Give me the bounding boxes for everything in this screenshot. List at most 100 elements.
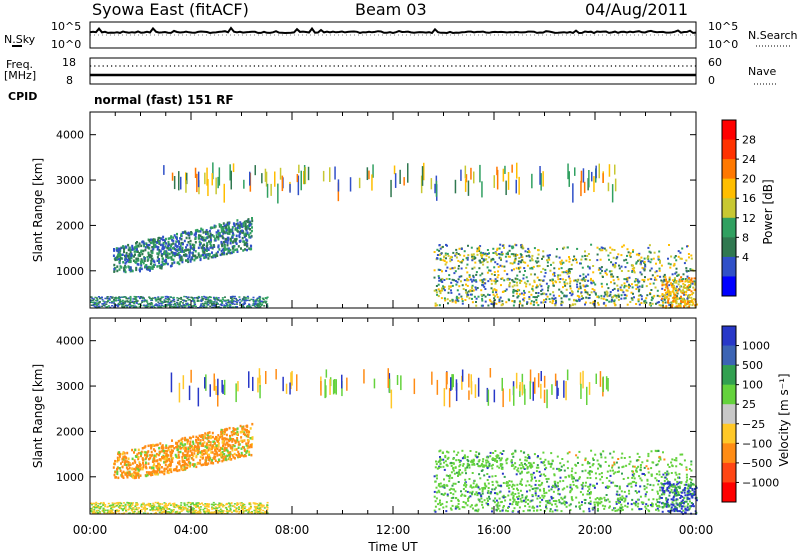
echo-cell — [656, 274, 659, 277]
echo-cell — [676, 274, 679, 277]
echo-cell — [114, 459, 117, 463]
echo-cell — [181, 246, 184, 250]
echo-cell — [557, 387, 559, 396]
echo-cell — [148, 296, 151, 298]
echo-cell — [644, 268, 646, 271]
echo-cell — [229, 239, 232, 242]
echo-cell — [658, 269, 661, 272]
echo-cell — [210, 436, 212, 440]
echo-cell — [289, 183, 291, 193]
echo-cell — [586, 255, 589, 257]
echo-cell — [624, 266, 627, 269]
echo-cell — [675, 281, 678, 284]
echo-cell — [238, 225, 241, 229]
echo-cell — [126, 468, 129, 471]
echo-cell — [230, 297, 232, 299]
echo-cell — [129, 260, 132, 264]
echo-cell — [118, 303, 121, 306]
echo-cell — [176, 302, 179, 304]
echo-cell — [498, 299, 501, 302]
echo-cell — [109, 511, 112, 513]
echo-cell — [246, 248, 248, 252]
echo-cell — [679, 251, 682, 254]
echo-cell — [559, 278, 562, 280]
echo-cell — [691, 301, 694, 304]
echo-cell — [237, 450, 240, 454]
echo-cell — [131, 511, 134, 513]
echo-cell — [242, 504, 245, 506]
echo-cell — [248, 508, 251, 511]
echo-cell — [493, 299, 496, 302]
echo-cell — [454, 254, 457, 257]
echo-cell — [187, 457, 190, 461]
echo-cell — [501, 265, 504, 268]
echo-cell — [535, 301, 538, 304]
echo-cell — [641, 284, 644, 287]
echo-cell — [221, 252, 224, 256]
echo-cell — [214, 503, 217, 505]
echo-cell — [236, 219, 239, 222]
echo-cell — [443, 478, 445, 481]
echo-cell — [220, 504, 223, 506]
echo-cell — [243, 428, 246, 431]
echo-cell — [682, 286, 685, 289]
echo-cell — [144, 463, 147, 466]
echo-cell — [675, 259, 678, 262]
echo-cell — [97, 509, 100, 512]
echo-cell — [521, 382, 524, 396]
echo-cell — [606, 299, 609, 302]
echo-cell — [152, 464, 155, 468]
echo-cell — [196, 173, 198, 193]
echo-cell — [532, 289, 535, 292]
echo-cell — [210, 451, 213, 454]
echo-cell — [622, 291, 625, 294]
echo-cell — [175, 446, 178, 449]
echo-cell — [206, 231, 209, 234]
echo-cell — [148, 297, 151, 299]
echo-cell — [178, 246, 181, 249]
beam-title: Beam 03 — [355, 0, 427, 19]
echo-cell — [112, 512, 115, 514]
echo-cell — [109, 306, 112, 309]
echo-cell — [139, 474, 142, 477]
echo-cell — [612, 279, 615, 282]
echo-cell — [672, 284, 675, 287]
echo-cell — [448, 388, 451, 408]
echo-cell — [689, 294, 691, 296]
echo-cell — [186, 232, 189, 235]
echo-cell — [119, 257, 122, 260]
echo-cell — [473, 171, 475, 184]
echo-cell — [151, 297, 154, 299]
echo-cell — [661, 287, 664, 290]
echo-cell — [569, 282, 572, 285]
echo-cell — [205, 456, 208, 459]
echo-cell — [122, 296, 125, 298]
echo-cell — [113, 303, 116, 305]
echo-cell — [501, 277, 504, 280]
echo-cell — [161, 512, 163, 514]
echo-cell — [522, 261, 525, 264]
echo-cell — [175, 240, 178, 243]
echo-cell — [139, 266, 142, 270]
echo-cell — [185, 466, 188, 470]
echo-cell — [148, 457, 150, 461]
echo-cell — [266, 501, 269, 504]
echo-cell — [673, 491, 676, 494]
echo-cell — [245, 227, 248, 231]
echo-cell — [474, 384, 477, 399]
echo-cell — [502, 290, 505, 293]
echo-cell — [219, 508, 222, 510]
echo-cell — [668, 293, 671, 296]
echo-cell — [686, 297, 689, 300]
echo-cell — [217, 378, 219, 396]
echo-cell — [562, 247, 565, 250]
echo-cell — [205, 505, 208, 508]
echo-cell — [596, 253, 599, 256]
echo-cell — [209, 384, 211, 397]
echo-cell — [688, 256, 690, 259]
echo-cell — [119, 249, 122, 252]
echo-cell — [146, 503, 148, 506]
echo-cell — [100, 296, 103, 298]
echo-cell — [140, 450, 143, 454]
echo-cell — [147, 472, 150, 475]
